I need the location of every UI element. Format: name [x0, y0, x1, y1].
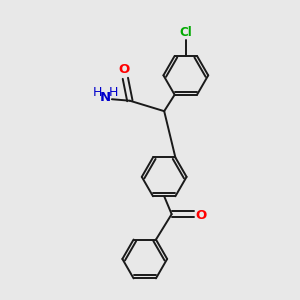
Text: Cl: Cl — [179, 26, 192, 39]
Text: O: O — [196, 209, 207, 222]
Text: N: N — [100, 91, 111, 104]
Text: H: H — [109, 86, 118, 99]
Text: O: O — [118, 63, 130, 76]
Text: H: H — [92, 86, 102, 99]
